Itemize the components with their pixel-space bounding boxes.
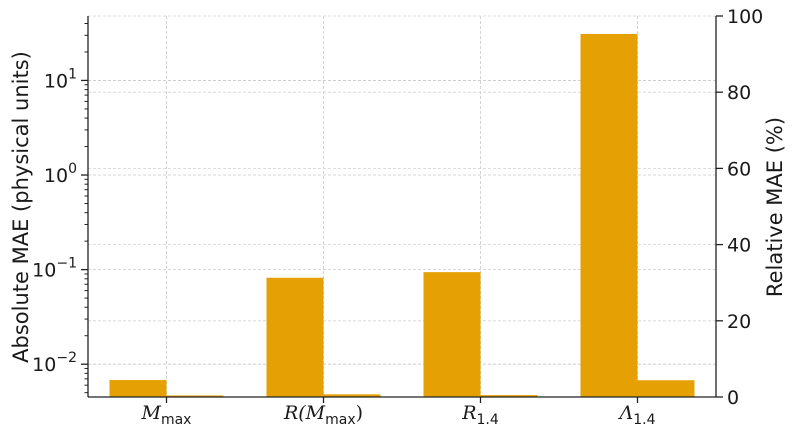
category-label: Mmax	[141, 402, 192, 428]
relative-mae-bar	[637, 380, 695, 397]
left-tick-label: 10−1	[32, 256, 77, 282]
left-tick-label: 101	[44, 66, 77, 92]
right-tick-label: 40	[727, 235, 751, 257]
relative-mae-bar	[166, 395, 224, 397]
axes	[81, 15, 723, 403]
relative-mae-bar	[480, 395, 538, 397]
right-tick-label: 60	[727, 158, 751, 180]
left-tick-label: 10−2	[32, 350, 77, 376]
absolute-mae-bar	[109, 380, 167, 397]
left-axis-label: Absolute MAE (physical units)	[9, 51, 33, 363]
left-tick-label: 100	[44, 161, 77, 187]
absolute-mae-bar	[580, 33, 638, 397]
bars	[109, 33, 695, 397]
category-label: Λ1.4	[618, 402, 656, 428]
absolute-mae-bar	[266, 277, 324, 397]
category-label: R1.4	[461, 402, 499, 428]
right-tick-label: 80	[727, 82, 751, 104]
absolute-mae-bar	[423, 272, 481, 397]
right-tick-label: 100	[727, 6, 763, 28]
tick-labels: 10−2 10−1 100 101 0 20 40 60 80 100 Mmax R(Mmax) R1.…	[32, 6, 763, 428]
right-axis-label: Relative MAE (%)	[763, 117, 787, 297]
right-tick-label: 0	[727, 387, 739, 409]
right-tick-label: 20	[727, 311, 751, 333]
category-label: R(Mmax)	[283, 402, 363, 428]
relative-mae-bar	[323, 394, 381, 397]
